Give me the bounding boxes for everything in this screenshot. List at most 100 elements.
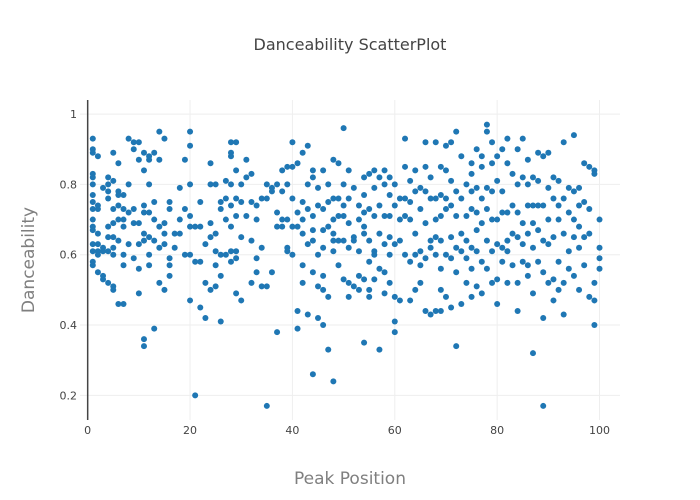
data-point [499, 258, 506, 265]
data-point [524, 202, 531, 209]
data-point [94, 269, 101, 276]
data-point [171, 230, 178, 237]
data-point [417, 262, 424, 269]
data-point [361, 223, 368, 230]
data-point [535, 258, 542, 265]
data-point [483, 121, 490, 128]
data-point [294, 325, 301, 332]
data-point [299, 230, 306, 237]
data-point [89, 262, 96, 269]
data-point [473, 209, 480, 216]
data-point [197, 258, 204, 265]
data-point [135, 139, 142, 146]
data-point [458, 300, 465, 307]
data-point [478, 220, 485, 227]
data-point [412, 230, 419, 237]
chart-title: Danceability ScatterPlot [254, 35, 447, 54]
data-point [391, 241, 398, 248]
data-point [176, 216, 183, 223]
x-tick-label: 60 [388, 424, 402, 437]
data-point [494, 300, 501, 307]
data-point [105, 181, 112, 188]
data-point [135, 290, 142, 297]
data-point [478, 163, 485, 170]
data-point [89, 149, 96, 156]
data-point [258, 244, 265, 251]
data-point [535, 177, 542, 184]
data-point [422, 139, 429, 146]
data-point [473, 248, 480, 255]
data-point [489, 139, 496, 146]
data-point [110, 251, 117, 258]
data-point [161, 230, 168, 237]
data-point [371, 213, 378, 220]
data-point [499, 209, 506, 216]
data-point [130, 255, 137, 262]
data-point [381, 269, 388, 276]
data-point [442, 206, 449, 213]
data-point [309, 269, 316, 276]
data-point [320, 244, 327, 251]
data-point [591, 322, 598, 329]
data-point [550, 297, 557, 304]
data-point [192, 258, 199, 265]
data-point [207, 234, 214, 241]
data-point [130, 146, 137, 153]
data-point [289, 223, 296, 230]
data-point [550, 195, 557, 202]
data-point [596, 255, 603, 262]
data-point [545, 241, 552, 248]
data-point [89, 135, 96, 142]
data-point [120, 251, 127, 258]
data-point [340, 213, 347, 220]
data-point [494, 276, 501, 283]
data-point [361, 276, 368, 283]
data-point [499, 188, 506, 195]
data-point [89, 216, 96, 223]
data-point [448, 202, 455, 209]
data-point [89, 191, 96, 198]
data-point [468, 265, 475, 272]
data-point [161, 135, 168, 142]
data-point [509, 262, 516, 269]
data-point [320, 206, 327, 213]
data-point [442, 251, 449, 258]
data-point [330, 156, 337, 163]
data-point [166, 272, 173, 279]
data-point [294, 307, 301, 314]
data-point [376, 230, 383, 237]
data-point [315, 315, 322, 322]
data-point [412, 167, 419, 174]
data-point [478, 153, 485, 160]
data-point [540, 269, 547, 276]
data-point [371, 167, 378, 174]
data-point [422, 163, 429, 170]
data-point [294, 223, 301, 230]
data-point [504, 248, 511, 255]
data-point [570, 188, 577, 195]
data-point [432, 307, 439, 314]
data-point [591, 170, 598, 177]
data-point [335, 195, 342, 202]
data-point [489, 188, 496, 195]
data-point [187, 213, 194, 220]
data-point [105, 234, 112, 241]
data-point [529, 350, 536, 357]
data-point [238, 181, 245, 188]
data-point [540, 153, 547, 160]
data-point [325, 198, 332, 205]
data-point [227, 181, 234, 188]
data-point [299, 198, 306, 205]
data-point [320, 272, 327, 279]
data-point [253, 202, 260, 209]
data-point [565, 209, 572, 216]
data-point [187, 223, 194, 230]
data-point [120, 191, 127, 198]
data-point [371, 184, 378, 191]
data-point [581, 160, 588, 167]
data-point [315, 251, 322, 258]
data-point [212, 248, 219, 255]
data-point [227, 139, 234, 146]
data-point [473, 146, 480, 153]
